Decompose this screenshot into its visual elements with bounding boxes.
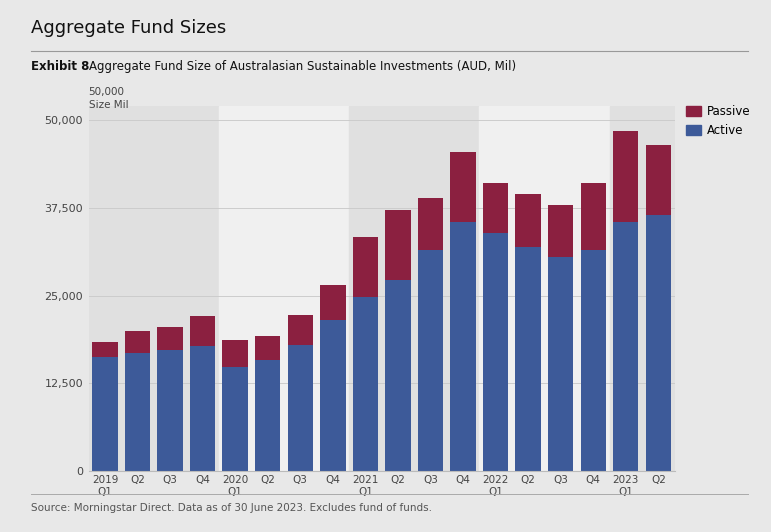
- Bar: [89, 106, 219, 471]
- Text: Source: Morningstar Direct. Data as of 30 June 2023. Excludes fund of funds.: Source: Morningstar Direct. Data as of 3…: [31, 503, 432, 513]
- Bar: [255, 336, 281, 360]
- Bar: [418, 197, 443, 250]
- Bar: [219, 106, 349, 471]
- Bar: [93, 342, 118, 358]
- Bar: [581, 184, 606, 250]
- Bar: [288, 345, 313, 471]
- Bar: [548, 204, 574, 257]
- Bar: [516, 194, 540, 246]
- Bar: [613, 131, 638, 222]
- Bar: [125, 331, 150, 353]
- Bar: [613, 222, 638, 471]
- Bar: [483, 232, 508, 471]
- Bar: [320, 320, 345, 471]
- Bar: [157, 350, 183, 471]
- Text: Aggregate Fund Sizes: Aggregate Fund Sizes: [31, 19, 226, 37]
- Text: Aggregate Fund Size of Australasian Sustainable Investments (AUD, Mil): Aggregate Fund Size of Australasian Sust…: [89, 60, 516, 72]
- Bar: [93, 358, 118, 471]
- Bar: [450, 152, 476, 222]
- Bar: [386, 210, 411, 280]
- Bar: [190, 316, 215, 346]
- Bar: [645, 145, 671, 215]
- Legend: Passive, Active: Passive, Active: [686, 105, 750, 137]
- Text: 50,000
Size Mil: 50,000 Size Mil: [89, 87, 128, 110]
- Bar: [352, 297, 378, 471]
- Bar: [223, 367, 247, 471]
- Bar: [288, 315, 313, 345]
- Bar: [418, 250, 443, 471]
- Bar: [352, 237, 378, 297]
- Bar: [645, 215, 671, 471]
- Bar: [386, 280, 411, 471]
- Bar: [548, 257, 574, 471]
- Text: Exhibit 8: Exhibit 8: [31, 60, 89, 72]
- Bar: [450, 222, 476, 471]
- Bar: [223, 340, 247, 367]
- Bar: [190, 346, 215, 471]
- Bar: [320, 285, 345, 320]
- Bar: [255, 360, 281, 471]
- Bar: [610, 106, 675, 471]
- Bar: [516, 246, 540, 471]
- Bar: [483, 184, 508, 232]
- Bar: [125, 353, 150, 471]
- Bar: [581, 250, 606, 471]
- Bar: [157, 327, 183, 350]
- Bar: [480, 106, 610, 471]
- Bar: [349, 106, 480, 471]
